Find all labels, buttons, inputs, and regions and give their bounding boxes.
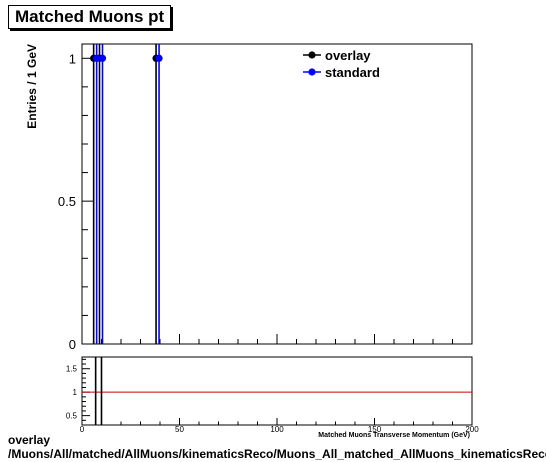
legend-marker-standard: [308, 68, 316, 76]
legend-marker-overlay: [308, 51, 316, 59]
legend-label-standard: standard: [325, 65, 380, 80]
ratio-xlabel: Matched Muons Transverse Momentum (GeV): [318, 432, 470, 439]
ratio-xtick-label: 200: [465, 425, 479, 434]
footer-path: /Muons/All/matched/AllMuons/kinematicsRe…: [8, 447, 546, 461]
ratio-ytick-label: 1.5: [66, 365, 78, 374]
ratio-xtick-label: 50: [175, 425, 184, 434]
main-ytick-label: 1: [69, 51, 76, 66]
standard-marker: [93, 54, 101, 62]
standard-marker: [98, 54, 107, 62]
ratio-ytick-label: 1: [73, 388, 78, 397]
footer-label: overlay: [8, 433, 51, 447]
standard-marker: [155, 54, 163, 62]
ratio-ytick-label: 0.5: [66, 412, 78, 421]
main-ytick-label: 0.5: [58, 194, 76, 209]
ratio-xtick-label: 100: [270, 425, 284, 434]
main-ylabel: Entries / 1 GeV: [25, 44, 39, 129]
main-ytick-label: 0: [69, 337, 76, 352]
chart-title: Matched Muons pt: [8, 5, 172, 29]
main-plot-frame: [81, 43, 473, 345]
ratio-xtick-label: 150: [368, 425, 382, 434]
ratio-plot-frame: [81, 356, 473, 426]
legend-label-overlay: overlay: [325, 48, 371, 63]
ratio-xtick-label: 0: [80, 425, 85, 434]
